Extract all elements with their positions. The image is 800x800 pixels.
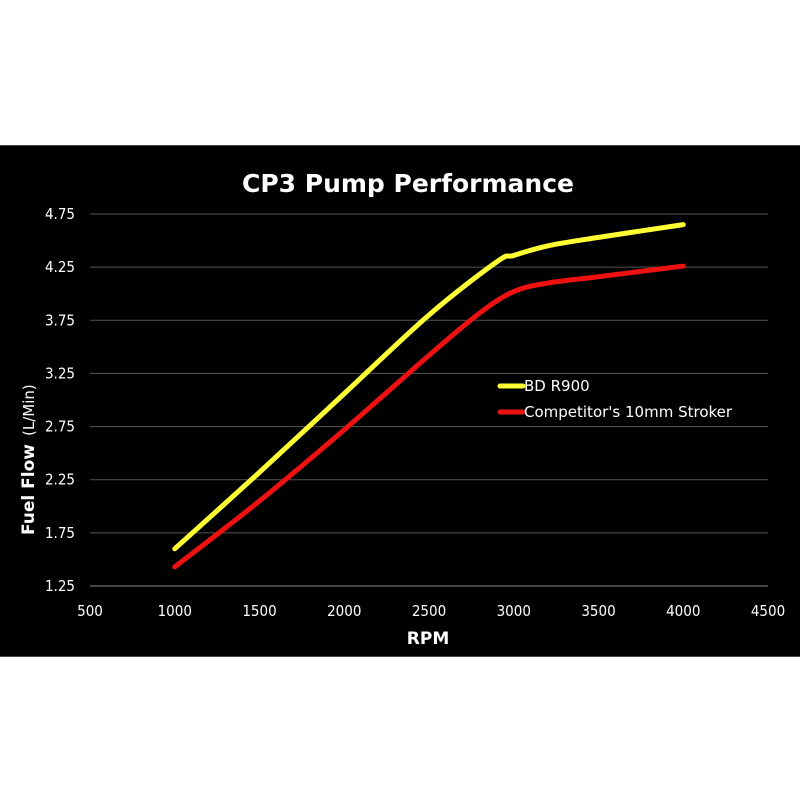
- x-tick-label: 3500: [581, 602, 615, 620]
- y-tick-label: 3.75: [45, 311, 75, 329]
- y-tick-label: 4.25: [45, 258, 75, 276]
- x-tick-label: 2500: [412, 602, 446, 620]
- chart-panel: 1.25 1.75 2.25 2.75 3.25 3.75 4.25 4.75 500 1000 1…: [0, 145, 800, 657]
- series-line-1: [172, 263, 686, 570]
- y-tick-label: 1.75: [45, 524, 75, 542]
- x-tick-label: 4000: [666, 602, 700, 620]
- series-line-0: [172, 222, 686, 552]
- x-tick-label: 4500: [751, 602, 785, 620]
- x-tick-label: 500: [77, 602, 103, 620]
- y-axis-unit: (L/Min): [20, 384, 38, 436]
- x-tick-label: 1000: [158, 602, 192, 620]
- y-tick-label: 1.25: [45, 577, 75, 595]
- y-tick-label: 2.25: [45, 471, 75, 489]
- y-tick-label: 3.25: [45, 364, 75, 382]
- x-tick-label: 1500: [242, 602, 276, 620]
- y-tick-label: 2.75: [45, 418, 75, 436]
- legend: BD R900 Competitor's 10mm Stroker: [497, 377, 733, 421]
- y-axis-label: Fuel Flow: [19, 444, 39, 535]
- x-tick-label: 3000: [497, 602, 531, 620]
- chart-title: CP3 Pump Performance: [242, 169, 574, 198]
- legend-label: Competitor's 10mm Stroker: [524, 403, 733, 421]
- x-axis-label: RPM: [407, 629, 449, 649]
- chart: 1.25 1.75 2.25 2.75 3.25 3.75 4.25 4.75 500 1000 1…: [19, 169, 785, 649]
- y-tick-label: 4.75: [45, 205, 75, 223]
- x-tick-label: 2000: [327, 602, 361, 620]
- legend-label: BD R900: [524, 377, 590, 395]
